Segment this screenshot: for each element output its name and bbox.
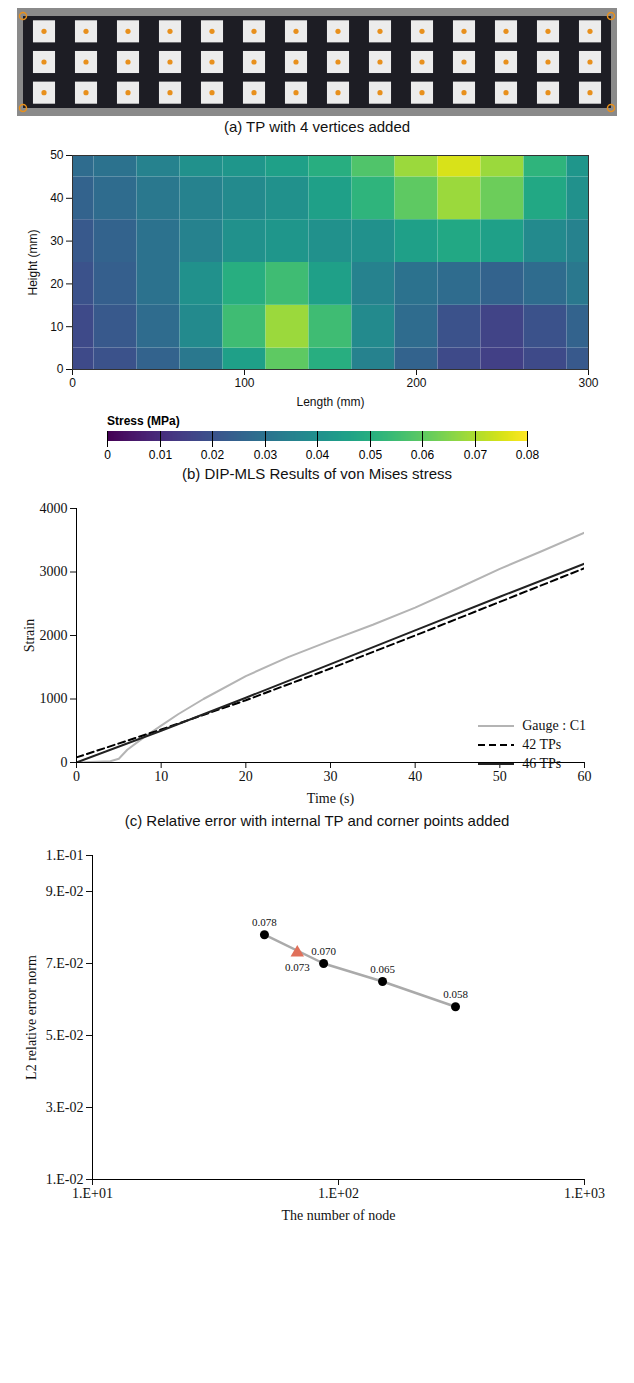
- svg-text:1.E+01: 1.E+01: [72, 1186, 113, 1201]
- svg-text:10: 10: [50, 320, 64, 334]
- svg-text:0.02: 0.02: [201, 448, 225, 462]
- svg-text:4000: 4000: [40, 501, 68, 516]
- svg-text:5.E-02: 5.E-02: [46, 1028, 84, 1043]
- svg-text:0.03: 0.03: [254, 448, 278, 462]
- svg-text:2000: 2000: [40, 628, 68, 643]
- svg-text:200: 200: [406, 376, 426, 390]
- svg-text:60: 60: [578, 769, 592, 784]
- html-text:(c) Relative error with intern: (c) Relative error with internal TP and …: [124, 812, 510, 829]
- html-text:46 TPs: 46 TPs: [522, 755, 562, 771]
- svg-text:Length (mm): Length (mm): [296, 395, 364, 409]
- svg-text:Time (s): Time (s): [307, 791, 355, 807]
- svg-text:40: 40: [50, 191, 64, 205]
- svg-text:0: 0: [57, 362, 64, 376]
- svg-text:3.E-02: 3.E-02: [46, 1100, 84, 1115]
- svg-text:0.01: 0.01: [149, 448, 173, 462]
- svg-text:0.08: 0.08: [516, 448, 540, 462]
- svg-text:7.E-02: 7.E-02: [46, 956, 84, 971]
- svg-text:9.E-02: 9.E-02: [46, 884, 84, 899]
- svg-text:0.065: 0.065: [370, 963, 395, 975]
- svg-text:L2 relative error norm: L2 relative error norm: [24, 955, 39, 1080]
- svg-text:Height (mm): Height (mm): [26, 229, 40, 295]
- svg-text:20: 20: [239, 769, 253, 784]
- svg-text:10: 10: [154, 769, 168, 784]
- svg-text:30: 30: [324, 769, 338, 784]
- svg-text:1000: 1000: [40, 691, 68, 706]
- svg-text:1.E+02: 1.E+02: [318, 1186, 359, 1201]
- html-text:(a) TP with 4 vertices added: (a) TP with 4 vertices added: [223, 118, 411, 135]
- svg-text:0.073: 0.073: [285, 961, 310, 973]
- svg-text:0: 0: [61, 755, 68, 770]
- svg-text:0.07: 0.07: [464, 448, 488, 462]
- svg-text:0.070: 0.070: [311, 945, 336, 957]
- svg-text:0: 0: [104, 448, 111, 462]
- svg-text:50: 50: [493, 769, 507, 784]
- html-text:(b) DIP-MLS Results of von Mis: (b) DIP-MLS Results of von Mises stress: [182, 465, 452, 482]
- svg-text:40: 40: [408, 769, 422, 784]
- svg-text:3000: 3000: [40, 564, 68, 579]
- svg-text:Stress (MPa): Stress (MPa): [107, 414, 180, 428]
- svg-text:50: 50: [50, 148, 64, 162]
- svg-text:1.E-02: 1.E-02: [46, 1172, 84, 1187]
- svg-text:Strain: Strain: [22, 619, 37, 652]
- svg-text:300: 300: [578, 376, 598, 390]
- svg-text:30: 30: [50, 234, 64, 248]
- svg-text:0.058: 0.058: [443, 988, 468, 1000]
- html-text:42 TPs: 42 TPs: [522, 736, 562, 752]
- svg-text:0.06: 0.06: [411, 448, 435, 462]
- svg-text:1.E+03: 1.E+03: [564, 1186, 605, 1201]
- svg-text:The number of node: The number of node: [282, 1208, 396, 1223]
- html-text:Gauge : C1: Gauge : C1: [522, 717, 586, 733]
- svg-text:20: 20: [50, 277, 64, 291]
- svg-text:0: 0: [73, 769, 80, 784]
- svg-text:0.04: 0.04: [306, 448, 330, 462]
- svg-text:1.E-01: 1.E-01: [46, 848, 84, 863]
- svg-text:0.078: 0.078: [252, 916, 277, 928]
- svg-text:100: 100: [234, 376, 254, 390]
- svg-text:0: 0: [69, 376, 76, 390]
- svg-text:0.05: 0.05: [359, 448, 383, 462]
